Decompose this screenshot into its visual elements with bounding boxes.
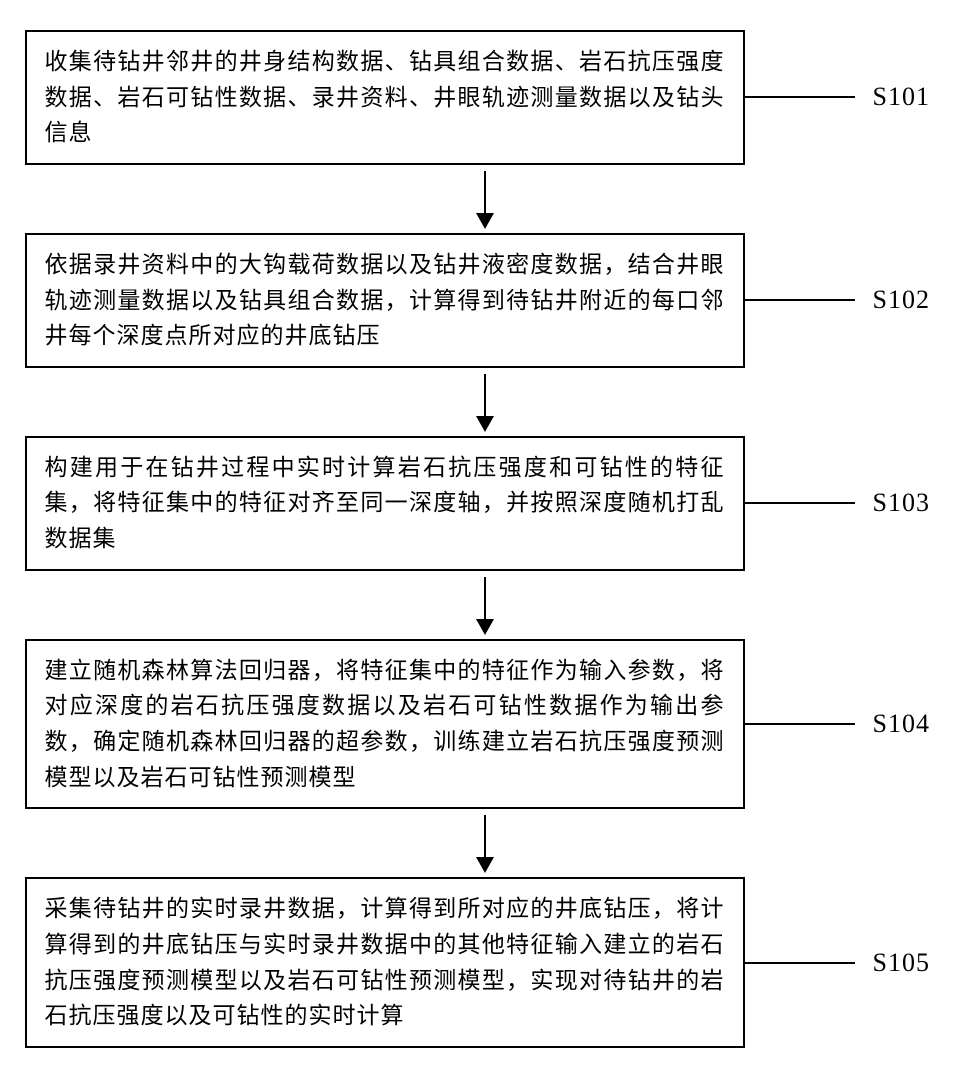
arrow-icon [484,171,486,227]
step-row-2: 依据录井资料中的大钩载荷数据以及钻井液密度数据，结合井眼轨迹测量数据以及钻具组合… [25,233,945,368]
step-row-4: 建立随机森林算法回归器，将特征集中的特征作为输入参数，将对应深度的岩石抗压强度数… [25,639,945,810]
connector-line [745,962,855,964]
step-box-s104: 建立随机森林算法回归器，将特征集中的特征作为输入参数，将对应深度的岩石抗压强度数… [25,639,745,810]
arrow-3 [125,577,845,633]
step-label-s105: S105 [855,948,945,978]
step-label-s102: S102 [855,285,945,315]
step-box-s105: 采集待钻井的实时录井数据，计算得到所对应的井底钻压，将计算得到的井底钻压与实时录… [25,877,745,1048]
arrow-1 [125,171,845,227]
step-label-s103: S103 [855,488,945,518]
arrow-2 [125,374,845,430]
connector-line [745,723,855,725]
step-row-3: 构建用于在钻井过程中实时计算岩石抗压强度和可钻性的特征集，将特征集中的特征对齐至… [25,436,945,571]
step-box-s101: 收集待钻井邻井的井身结构数据、钻具组合数据、岩石抗压强度数据、岩石可钻性数据、录… [25,30,745,165]
step-label-s101: S101 [855,82,945,112]
arrow-icon [484,815,486,871]
step-row-1: 收集待钻井邻井的井身结构数据、钻具组合数据、岩石抗压强度数据、岩石可钻性数据、录… [25,30,945,165]
arrow-icon [484,374,486,430]
connector-line [745,502,855,504]
connector-line [745,299,855,301]
step-box-s102: 依据录井资料中的大钩载荷数据以及钻井液密度数据，结合井眼轨迹测量数据以及钻具组合… [25,233,745,368]
step-label-s104: S104 [855,709,945,739]
step-box-s103: 构建用于在钻井过程中实时计算岩石抗压强度和可钻性的特征集，将特征集中的特征对齐至… [25,436,745,571]
connector-line [745,96,855,98]
flowchart-container: 收集待钻井邻井的井身结构数据、钻具组合数据、岩石抗压强度数据、岩石可钻性数据、录… [25,30,945,1048]
arrow-4 [125,815,845,871]
arrow-icon [484,577,486,633]
step-row-5: 采集待钻井的实时录井数据，计算得到所对应的井底钻压，将计算得到的井底钻压与实时录… [25,877,945,1048]
